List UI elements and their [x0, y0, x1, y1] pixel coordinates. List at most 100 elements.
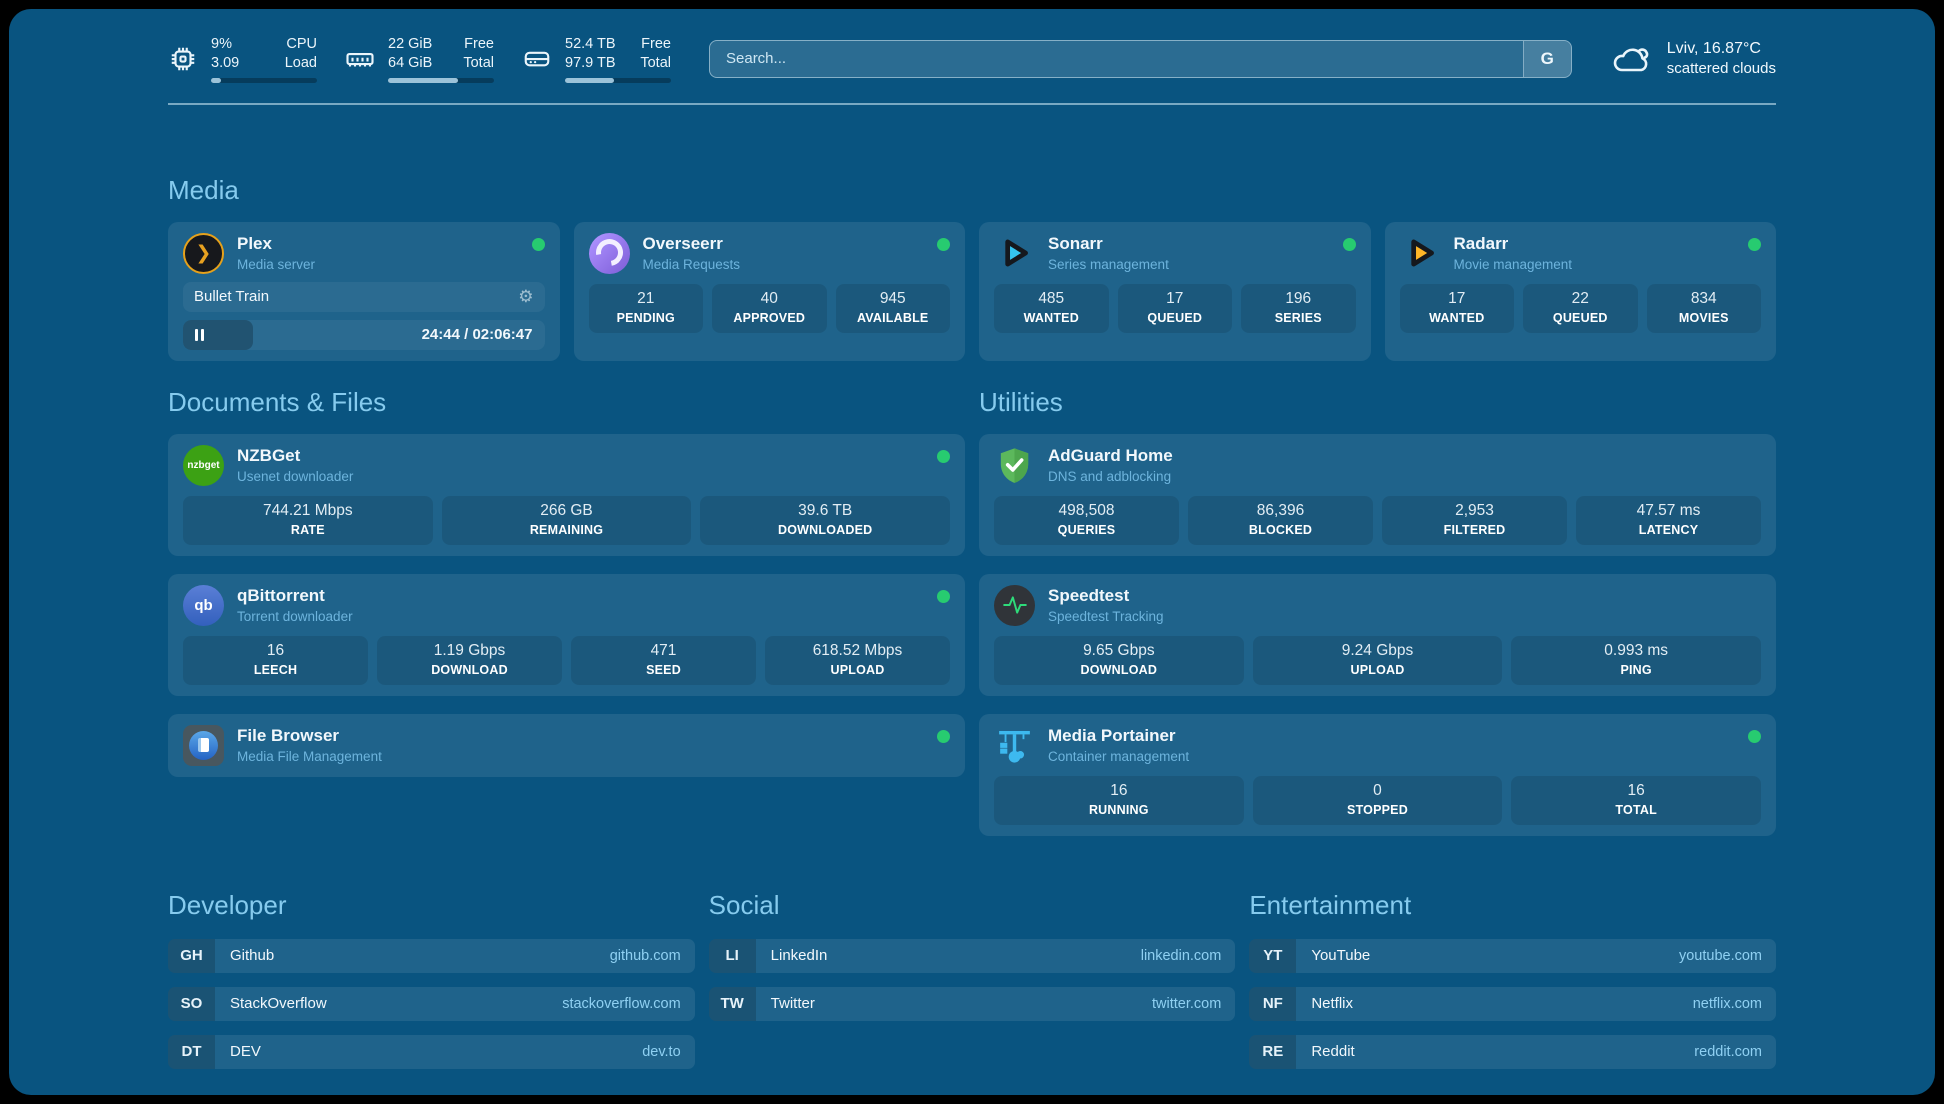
bookmark-url: netflix.com [1692, 995, 1762, 1012]
app-name: Radarr [1453, 234, 1509, 254]
bookmarks-grid: Developer GH Github github.com SO StackO… [168, 890, 1776, 1083]
storage-free-label: Free [641, 36, 671, 52]
app-subtitle: Torrent downloader [237, 608, 353, 624]
stat-tile: 498,508 QUERIES [994, 495, 1179, 545]
section-title-developer: Developer [168, 889, 287, 920]
status-dot [1748, 729, 1761, 743]
pause-icon[interactable] [195, 328, 204, 341]
section-title-social: Social [708, 889, 780, 920]
playback-progress-bar[interactable]: 24:44 / 02:06:47 [183, 319, 545, 350]
bookmark-name: LinkedIn [770, 947, 828, 965]
speedtest-icon [994, 584, 1035, 626]
stat-tile: 9.65 Gbps DOWNLOAD [994, 635, 1244, 685]
storage-free-value: 52.4 TB [565, 36, 616, 52]
memory-total-label: Total [463, 54, 494, 71]
bookmark-stackoverflow[interactable]: SO StackOverflow stackoverflow.com [168, 986, 695, 1021]
bookmark-reddit[interactable]: RE Reddit reddit.com [1249, 1034, 1776, 1069]
dashboard: 9% CPU 3.09 Load 22 GiB Free 64 GiB Total [9, 9, 1935, 1095]
memory-total-value: 64 GiB [388, 54, 433, 71]
bookmark-name: Twitter [770, 995, 815, 1013]
stat-tile: 0 STOPPED [1252, 775, 1503, 825]
bookmark-url: twitter.com [1152, 995, 1222, 1012]
bookmark-abbr: NF [1249, 986, 1297, 1021]
app-card-radarr[interactable]: Radarr Movie management 17 WANTED 22 QUEUE… [1384, 221, 1776, 361]
bookmark-name: StackOverflow [230, 995, 327, 1013]
app-card-overseerr[interactable]: Overseerr Media Requests 21 PENDING 40 APP… [573, 221, 965, 361]
app-card-adguard[interactable]: AdGuard Home DNS and adblocking 498,508 Q… [979, 433, 1776, 556]
bookmark-abbr: DT [168, 1034, 215, 1069]
bookmark-netflix[interactable]: NF Netflix netflix.com [1249, 986, 1776, 1021]
nzbget-icon: nzbget [183, 444, 224, 486]
app-card-portainer[interactable]: Media Portainer Container management 16 R… [979, 713, 1776, 836]
app-name: File Browser [237, 726, 340, 746]
stat-tile: 945 AVAILABLE [835, 283, 950, 333]
stat-tile: 47.57 ms LATENCY [1576, 495, 1761, 545]
bookmark-abbr: RE [1249, 1034, 1297, 1069]
bookmark-abbr: TW [708, 986, 756, 1021]
bookmark-github[interactable]: GH Github github.com [168, 938, 695, 973]
section-title-utilities: Utilities [979, 386, 1063, 417]
bookmark-dev[interactable]: DT DEV dev.to [168, 1034, 695, 1069]
bookmark-abbr: YT [1249, 938, 1297, 973]
app-subtitle: Media Requests [642, 256, 741, 272]
storage-total-value: 97.9 TB [565, 54, 616, 71]
search-engine-button[interactable]: G [1522, 40, 1571, 77]
cpu-load-value: 3.09 [211, 54, 240, 71]
search-input[interactable] [709, 39, 1572, 78]
app-card-plex[interactable]: ❯ Plex Media server Bullet Train ⚙ 24:44… [168, 221, 560, 361]
gear-icon[interactable]: ⚙ [518, 287, 534, 307]
stat-tile: 9.24 Gbps UPLOAD [1252, 635, 1503, 685]
plex-icon: ❯ [183, 232, 224, 274]
storage-stat: 52.4 TB Free 97.9 TB Total [522, 35, 671, 83]
memory-stat: 22 GiB Free 64 GiB Total [345, 35, 494, 83]
app-subtitle: Media File Management [237, 748, 382, 764]
app-card-speedtest[interactable]: Speedtest Speedtest Tracking 9.65 Gbps DO… [979, 573, 1776, 696]
bookmark-name: Github [230, 947, 275, 965]
app-subtitle: DNS and adblocking [1048, 468, 1172, 484]
stat-tile: 618.52 Mbps UPLOAD [765, 635, 950, 685]
sonarr-icon [994, 233, 1035, 274]
cpu-progress-bar [211, 77, 317, 83]
bookmark-linkedin[interactable]: LI LinkedIn linkedin.com [708, 938, 1236, 973]
bookmark-abbr: SO [168, 986, 215, 1021]
status-dot [531, 237, 545, 251]
bookmark-name: Reddit [1311, 1043, 1355, 1061]
bookmark-url: stackoverflow.com [562, 995, 681, 1012]
stat-tile: 0.993 ms PING [1511, 635, 1761, 685]
bookmark-name: DEV [230, 1043, 261, 1061]
stat-tile: 21 PENDING [588, 283, 703, 333]
now-playing-title: Bullet Train [194, 288, 270, 306]
stat-tile: 17 WANTED [1399, 283, 1514, 333]
memory-icon [345, 44, 375, 74]
bookmark-url: dev.to [642, 1043, 681, 1060]
bookmark-url: linkedin.com [1140, 947, 1222, 964]
media-card-grid: ❯ Plex Media server Bullet Train ⚙ 24:44… [168, 221, 1776, 361]
memory-free-label: Free [464, 36, 494, 52]
stat-tile: 266 GB REMAINING [441, 495, 692, 545]
filebrowser-icon [183, 724, 224, 766]
bookmark-url: youtube.com [1678, 947, 1762, 964]
app-card-filebrowser[interactable]: File Browser Media File Management [168, 713, 965, 777]
stat-tile: 471 SEED [571, 635, 756, 685]
status-dot [1748, 237, 1761, 251]
status-dot [937, 589, 950, 603]
storage-total-label: Total [640, 54, 671, 71]
bookmark-name: Netflix [1311, 995, 1354, 1013]
app-card-qbittorrent[interactable]: qb qBittorrent Torrent downloader 16 LEEC… [168, 573, 965, 696]
bookmark-youtube[interactable]: YT YouTube youtube.com [1249, 938, 1776, 973]
section-title-media: Media [168, 174, 239, 205]
app-card-sonarr[interactable]: Sonarr Series management 485 WANTED 17 QUE… [979, 221, 1371, 361]
storage-icon [522, 44, 552, 74]
header-divider [168, 102, 1776, 105]
storage-progress-bar [565, 77, 671, 83]
app-card-nzbget[interactable]: nzbget NZBGet Usenet downloader 744.21 M… [168, 433, 965, 556]
bookmark-url: reddit.com [1694, 1043, 1762, 1060]
app-name: Overseerr [642, 234, 723, 254]
cloud-icon [1610, 41, 1654, 77]
app-subtitle: Usenet downloader [237, 468, 354, 484]
bookmarks-entertainment: Entertainment YT YouTube youtube.com NF … [1249, 890, 1776, 1083]
section-title-entertainment: Entertainment [1249, 889, 1412, 920]
app-subtitle: Media server [237, 256, 316, 272]
bookmark-twitter[interactable]: TW Twitter twitter.com [708, 986, 1236, 1021]
